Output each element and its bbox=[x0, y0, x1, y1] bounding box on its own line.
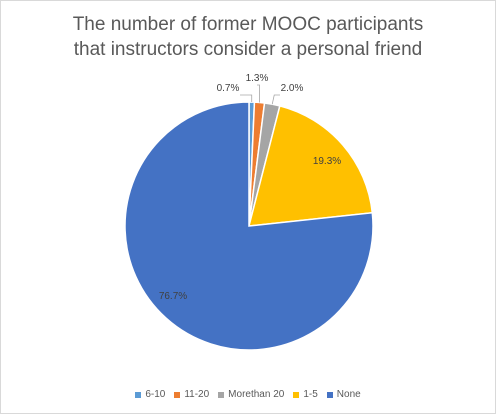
leader-line-11-20 bbox=[257, 84, 260, 103]
legend-item-morethan-20: Morethan 20 bbox=[218, 389, 284, 400]
legend-label: None bbox=[336, 389, 361, 400]
legend-label: 1-5 bbox=[303, 389, 318, 400]
data-label-6-10: 0.7% bbox=[217, 83, 240, 94]
legend-item-1-5: 1-5 bbox=[293, 389, 318, 400]
pie-slices bbox=[124, 101, 374, 351]
leader-lines bbox=[240, 84, 280, 105]
chart-title-line-2: that instructors consider a personal fri… bbox=[73, 39, 423, 60]
leader-line-6-10 bbox=[240, 94, 253, 103]
legend-label: 11-20 bbox=[184, 389, 210, 400]
chart-title: The number of former MOOC participants t… bbox=[1, 12, 495, 62]
legend-item-none: None bbox=[326, 389, 361, 400]
chart-legend: 6-10 11-20 Morethan 20 1-5 None bbox=[1, 389, 495, 400]
legend-swatch bbox=[218, 391, 225, 398]
pie-slice-1-5 bbox=[248, 104, 374, 227]
legend-item-6-10: 6-10 bbox=[135, 389, 165, 400]
legend-swatch bbox=[174, 391, 181, 398]
legend-swatch bbox=[135, 391, 142, 398]
data-label-11-20: 1.3% bbox=[246, 73, 269, 84]
chart-title-line-1: The number of former MOOC participants bbox=[72, 14, 424, 35]
pie-slice-none bbox=[124, 101, 374, 351]
data-labels: 0.7% 1.3% 2.0% 19.3% 76.7% bbox=[159, 73, 341, 302]
legend-swatch bbox=[326, 391, 333, 398]
data-label-1-5: 19.3% bbox=[313, 156, 341, 167]
legend-label: 6-10 bbox=[145, 389, 166, 400]
legend-item-11-20: 11-20 bbox=[174, 389, 209, 400]
legend-swatch bbox=[293, 391, 300, 398]
legend-label: Morethan 20 bbox=[228, 389, 285, 400]
data-label-morethan-20: 2.0% bbox=[281, 83, 304, 94]
data-label-none: 76.7% bbox=[159, 291, 187, 302]
leader-line-morethan-20 bbox=[271, 94, 280, 105]
